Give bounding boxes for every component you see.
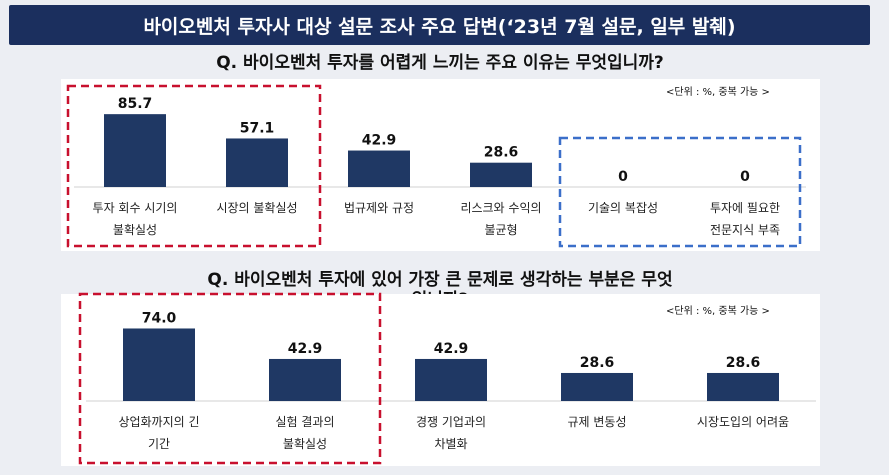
chart1-category-label: 시장의 불확실성 <box>216 201 297 215</box>
chart2-bar <box>269 358 341 401</box>
chart1-category-label: 법규제와 규정 <box>344 201 414 215</box>
chart2-value-label: 42.9 <box>434 341 469 357</box>
chart2-category-label: 기간 <box>148 437 170 451</box>
chart2-question-line1: Q. 바이오벤처 투자에 있어 가장 큰 문제로 생각하는 부분은 무엇 <box>207 270 673 290</box>
chart1-category-label: 리스크와 수익의 <box>460 201 541 215</box>
chart2-value-label: 28.6 <box>580 355 615 371</box>
chart1-category-label: 전문지식 부족 <box>710 223 780 237</box>
chart1-highlight-blue <box>558 136 802 248</box>
chart1-category-label: 투자에 필요한 <box>710 201 780 215</box>
chart1-value-label: 0 <box>740 169 750 185</box>
chart2-category-label: 규제 변동성 <box>567 415 626 429</box>
chart1-value-label: 28.6 <box>484 145 519 161</box>
chart1-category-label: 투자 회수 시기의 <box>93 201 178 215</box>
chart1-bar <box>226 138 288 187</box>
chart1-value-label: 42.9 <box>362 133 397 149</box>
chart2-category-label: 불확실성 <box>283 437 327 451</box>
chart2-value-label: 42.9 <box>288 341 323 357</box>
chart2-value-label: 74.0 <box>142 310 177 326</box>
chart1-category-label: 불확실성 <box>113 223 157 237</box>
chart1-value-label: 0 <box>618 169 628 185</box>
page-header: 바이오벤처 투자사 대상 설문 조사 주요 답변(‘23년 7월 설문, 일부 … <box>9 5 870 45</box>
chart1-category-label: 기술의 복잡성 <box>588 201 658 215</box>
chart2-bar <box>707 372 779 401</box>
chart1-unit-note: <단위 : %, 중복 가능 > <box>666 87 770 98</box>
chart2-value-label: 28.6 <box>726 355 761 371</box>
chart1-highlight-red <box>66 84 322 248</box>
chart2-category-label: 실험 결과의 <box>275 415 334 429</box>
chart1-value-label: 85.7 <box>118 96 153 112</box>
chart1-question: Q. 바이오벤처 투자를 어렵게 느끼는 주요 이유는 무엇입니까? <box>216 53 664 73</box>
chart2-category-label: 상업화까지의 긴 <box>118 415 199 429</box>
chart2-bar <box>561 372 633 401</box>
chart2-category-label: 경쟁 기업과의 <box>416 415 486 429</box>
chart2-highlight-red <box>78 292 382 465</box>
chart1-bar <box>348 150 410 187</box>
chart2-category-label: 시장도입의 어려움 <box>697 415 789 429</box>
header-title: 바이오벤처 투자사 대상 설문 조사 주요 답변(‘23년 7월 설문, 일부 … <box>143 15 736 38</box>
chart2-bar <box>123 328 195 401</box>
chart2-category-label: 차별화 <box>434 437 467 451</box>
chart1-value-label: 57.1 <box>240 120 275 136</box>
chart1-panel <box>61 79 820 251</box>
chart1-category-label: 불균형 <box>484 223 517 237</box>
chart2-bar <box>415 358 487 401</box>
chart1-bar <box>104 114 166 187</box>
chart2-unit-note: <단위 : %, 중복 가능 > <box>666 306 770 317</box>
chart1-bar <box>470 162 532 187</box>
